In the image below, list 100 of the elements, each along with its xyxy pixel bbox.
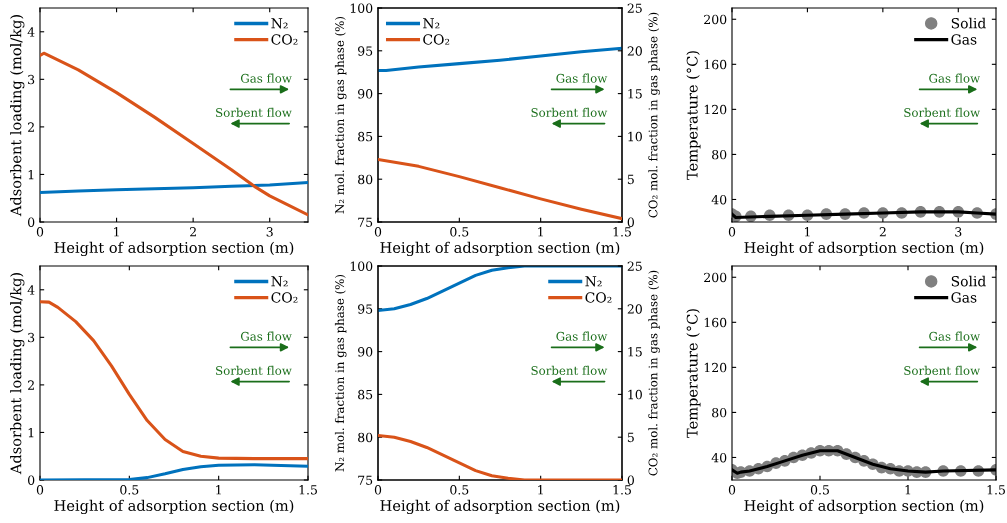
x-tick-label: 1.5 xyxy=(987,485,1005,495)
x-tick-label: 2 xyxy=(879,227,886,237)
y-tick-label: 95 xyxy=(358,46,373,56)
x-tick-label: 0.5 xyxy=(450,485,469,495)
legend-label: N₂ xyxy=(271,276,288,287)
legend-label: Solid xyxy=(951,275,986,287)
x-axis-title: Height of adsorption section (m) xyxy=(380,241,620,257)
annotation: Gas flow xyxy=(929,331,980,341)
y-tick-label: 0 xyxy=(28,475,35,485)
y-tick-label: 1 xyxy=(28,427,34,438)
y2-tick-label: 15 xyxy=(628,89,642,99)
y2-axis-title: CO₂ mol. fraction in gas phase (%) xyxy=(648,270,660,476)
annotation: Sorbent flow xyxy=(531,107,608,117)
y-tick-label: 3 xyxy=(28,74,35,85)
y-tick-label: 200 xyxy=(704,14,727,25)
y2-tick-label: 25 xyxy=(627,261,642,271)
y-tick-label: 85 xyxy=(358,389,373,400)
y-tick-label: 160 xyxy=(704,317,727,328)
x-tick-label: 1 xyxy=(114,227,119,237)
y-tick-label: 95 xyxy=(358,304,373,314)
legend-label: CO₂ xyxy=(271,292,298,303)
y-tick-label: 4 xyxy=(27,27,35,37)
y-tick-label: 0 xyxy=(28,217,35,227)
y2-tick-label: 5 xyxy=(627,432,634,443)
x-axis-title: Height of adsorption section (m) xyxy=(54,499,294,515)
y-tick-label: 75 xyxy=(358,217,373,227)
y-tick-label: 120 xyxy=(704,104,727,115)
x-tick-label: 1.5 xyxy=(299,485,317,495)
y-tick-label: 2 xyxy=(28,122,34,132)
x-tick-label: 0 xyxy=(374,485,382,495)
legend-label: CO₂ xyxy=(271,34,298,45)
y-tick-label: 75 xyxy=(358,475,373,485)
line-series xyxy=(378,46,622,73)
y2-tick-label: 20 xyxy=(627,304,642,314)
x-tick-label: 0 xyxy=(374,227,382,237)
x-tick-label: 0.5 xyxy=(450,227,469,237)
annotation: Sorbent flow xyxy=(904,365,981,375)
y-tick-label: 3 xyxy=(28,332,35,343)
y2-tick-label: 0 xyxy=(627,475,634,485)
y2-tick-label: 10 xyxy=(628,389,642,400)
y-tick-label: 80 xyxy=(358,432,373,443)
x-tick-label: 2 xyxy=(190,227,196,237)
y-tick-label: 100 xyxy=(350,261,373,271)
legend-label: Gas xyxy=(951,292,977,303)
y-axis-title: Temperature (°C) xyxy=(686,51,701,180)
y2-tick-label: 20 xyxy=(627,46,642,56)
x-tick-label: 1.5 xyxy=(613,227,631,237)
annotation: Sorbent flow xyxy=(216,107,292,117)
x-tick-label: 1 xyxy=(538,485,543,495)
y-tick-label: 4 xyxy=(27,285,35,295)
annotation: Sorbent flow xyxy=(904,107,981,117)
y-tick-label: 80 xyxy=(358,174,373,185)
y-axis-title: N₂ mol. fraction in gas phase (%) xyxy=(334,16,347,214)
annotation: Gas flow xyxy=(240,73,292,83)
y-tick-label: 85 xyxy=(358,131,373,142)
x-tick-label: 0.5 xyxy=(810,485,829,495)
x-tick-label: 0.5 xyxy=(120,485,139,495)
annotation: Gas flow xyxy=(556,331,608,341)
legend-label: CO₂ xyxy=(423,34,450,45)
y-tick-label: 1 xyxy=(28,169,34,180)
y-axis-title: Adsorbent loading (mol/kg) xyxy=(10,273,25,475)
x-tick-label: 1 xyxy=(216,485,221,495)
y-tick-label: 40 xyxy=(711,194,727,205)
annotation: Gas flow xyxy=(240,331,292,341)
x-tick-label: 0 xyxy=(36,227,44,237)
x-axis-title: Height of adsorption section (m) xyxy=(744,499,984,515)
y-tick-label: 2 xyxy=(28,380,34,390)
y-tick-label: 120 xyxy=(704,362,727,373)
x-tick-label: 1.5 xyxy=(613,485,631,495)
y2-tick-label: 25 xyxy=(627,3,642,13)
y-tick-label: 80 xyxy=(712,407,727,418)
y-tick-label: 100 xyxy=(350,3,373,13)
x-tick-label: 0 xyxy=(728,485,736,495)
annotation: Sorbent flow xyxy=(216,365,292,375)
x-tick-label: 1 xyxy=(804,227,810,237)
y2-tick-label: 10 xyxy=(628,131,642,142)
x-axis-title: Height of adsorption section (m) xyxy=(54,241,294,257)
x-tick-label: 3 xyxy=(955,227,962,237)
y-tick-label: 40 xyxy=(711,452,727,463)
y-axis-title: N₂ mol. fraction in gas phase (%) xyxy=(334,274,347,472)
legend-label: Solid xyxy=(951,17,986,29)
y-axis-title: Adsorbent loading (mol/kg) xyxy=(10,15,25,217)
legend-label: N₂ xyxy=(585,276,602,287)
y2-tick-label: 15 xyxy=(628,347,642,357)
x-tick-label: 1 xyxy=(538,227,543,237)
legend-label: N₂ xyxy=(271,18,288,29)
legend-label: N₂ xyxy=(423,18,440,29)
y-tick-label: 200 xyxy=(704,272,727,283)
y-tick-label: 80 xyxy=(712,149,727,160)
annotation: Sorbent flow xyxy=(531,365,608,375)
x-tick-label: 1 xyxy=(905,485,911,495)
x-axis-title: Height of adsorption section (m) xyxy=(744,241,984,257)
line-series xyxy=(40,51,308,217)
annotation: Gas flow xyxy=(929,73,980,83)
y-axis-title: Temperature (°C) xyxy=(686,309,701,438)
legend-label: CO₂ xyxy=(585,292,612,303)
x-tick-label: 0 xyxy=(728,227,736,237)
x-tick-label: 0 xyxy=(36,485,44,495)
y-tick-label: 90 xyxy=(358,347,373,357)
y2-axis-title: CO₂ mol. fraction in gas phase (%) xyxy=(648,12,660,218)
